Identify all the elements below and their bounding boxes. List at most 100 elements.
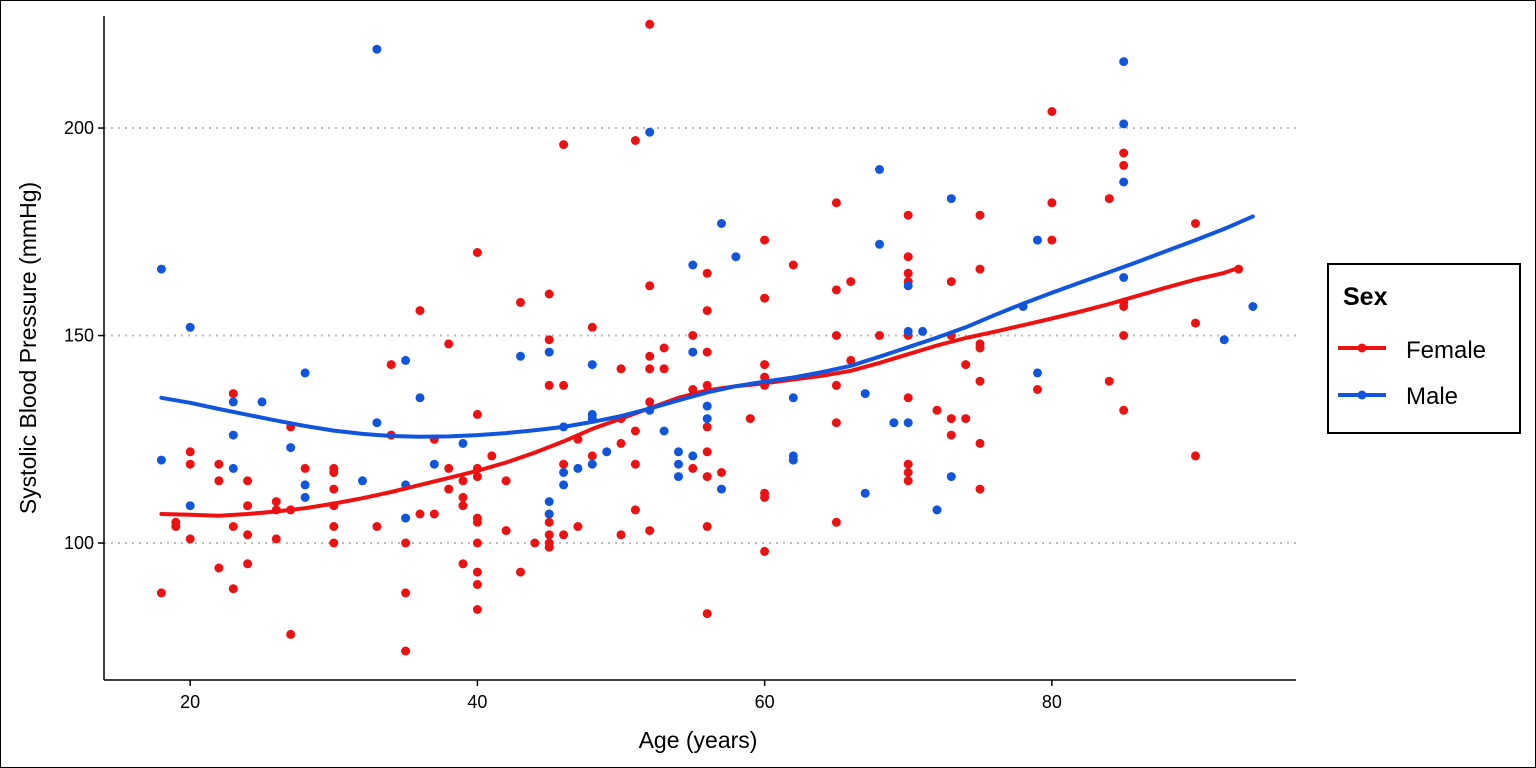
point-male-41 xyxy=(688,347,698,357)
point-female-159 xyxy=(1119,331,1129,340)
legend-label-female: Female xyxy=(1406,337,1486,364)
point-male-57 xyxy=(903,326,913,336)
point-male-19 xyxy=(429,459,439,469)
point-male-4 xyxy=(228,397,238,407)
point-male-12 xyxy=(358,476,367,486)
point-female-66 xyxy=(544,517,554,527)
smooth-lines xyxy=(159,214,1255,518)
point-female-33 xyxy=(401,588,411,598)
point-male-21 xyxy=(516,351,525,361)
point-female-80 xyxy=(616,438,626,448)
point-male-24 xyxy=(544,509,554,519)
point-female-104 xyxy=(702,522,712,531)
point-male-8 xyxy=(286,443,296,453)
point-male-3 xyxy=(185,501,195,511)
point-female-76 xyxy=(587,322,597,332)
legend-label-male: Male xyxy=(1406,383,1458,410)
point-female-106 xyxy=(717,468,726,477)
y-axis-title: Systolic Blood Pressure (mmHg) xyxy=(15,182,41,514)
legend-title: Sex xyxy=(1343,283,1388,311)
point-male-47 xyxy=(731,252,741,262)
point-female-41 xyxy=(444,484,454,494)
point-female-87 xyxy=(645,351,655,361)
point-female-46 xyxy=(472,248,482,257)
point-female-138 xyxy=(946,414,956,424)
point-male-29 xyxy=(587,360,597,370)
point-female-152 xyxy=(1047,235,1057,245)
point-female-108 xyxy=(760,235,770,245)
point-male-36 xyxy=(659,426,669,436)
point-female-81 xyxy=(616,530,626,540)
point-male-44 xyxy=(702,414,712,424)
point-female-6 xyxy=(214,459,224,469)
point-male-40 xyxy=(688,260,698,270)
point-male-55 xyxy=(889,418,899,428)
point-female-62 xyxy=(544,289,554,299)
point-female-120 xyxy=(831,380,841,390)
point-female-83 xyxy=(630,426,640,436)
point-female-96 xyxy=(688,463,698,473)
point-male-15 xyxy=(401,355,411,365)
point-male-11 xyxy=(300,492,310,502)
point-female-147 xyxy=(975,438,985,448)
point-female-15 xyxy=(243,559,253,569)
point-female-109 xyxy=(760,293,770,303)
point-male-59 xyxy=(918,326,928,336)
point-male-23 xyxy=(544,497,554,507)
tick-labels: 100 150 200 20 40 60 80 xyxy=(64,118,1062,712)
point-female-59 xyxy=(516,297,525,307)
point-female-131 xyxy=(903,393,913,403)
point-male-18 xyxy=(415,393,425,403)
point-female-14 xyxy=(243,530,253,540)
x-tick-label-80: 80 xyxy=(1042,692,1062,712)
point-male-70 xyxy=(1219,335,1229,345)
point-female-163 xyxy=(1191,451,1200,461)
point-female-127 xyxy=(903,252,913,262)
legend-key-male-dot xyxy=(1357,390,1367,400)
point-female-12 xyxy=(243,476,253,486)
point-female-154 xyxy=(1104,376,1114,386)
point-female-67 xyxy=(544,530,554,540)
legend-key-female-dot xyxy=(1357,343,1367,353)
point-female-13 xyxy=(243,501,253,511)
point-female-128 xyxy=(903,268,913,278)
point-female-69 xyxy=(544,542,554,552)
point-male-56 xyxy=(903,281,913,291)
point-female-75 xyxy=(573,522,583,531)
point-male-54 xyxy=(875,239,884,249)
point-female-116 xyxy=(788,260,798,270)
point-female-70 xyxy=(559,140,569,150)
point-female-44 xyxy=(458,501,468,511)
point-female-60 xyxy=(516,567,525,577)
x-tick-label-20: 20 xyxy=(180,692,200,712)
point-female-30 xyxy=(386,360,396,370)
point-female-3 xyxy=(185,447,195,457)
point-female-4 xyxy=(185,459,195,469)
y-tick-label-100: 100 xyxy=(64,533,94,553)
point-male-34 xyxy=(645,127,655,137)
point-female-103 xyxy=(702,472,712,482)
point-female-25 xyxy=(329,484,339,494)
point-male-46 xyxy=(717,484,726,494)
point-female-140 xyxy=(961,360,971,370)
point-male-45 xyxy=(717,219,726,228)
point-female-135 xyxy=(932,405,942,415)
point-male-42 xyxy=(688,451,698,461)
point-female-89 xyxy=(645,397,655,407)
point-male-38 xyxy=(674,459,683,469)
point-male-50 xyxy=(788,393,798,403)
point-female-92 xyxy=(659,343,669,353)
point-male-71 xyxy=(1248,302,1258,311)
point-female-21 xyxy=(286,629,296,639)
point-male-61 xyxy=(946,194,956,204)
point-female-54 xyxy=(472,580,482,589)
point-male-26 xyxy=(559,468,569,477)
point-female-49 xyxy=(472,472,482,482)
point-female-88 xyxy=(645,364,655,374)
point-female-117 xyxy=(831,198,841,208)
point-female-40 xyxy=(444,463,454,473)
point-female-61 xyxy=(530,538,540,548)
point-male-53 xyxy=(875,165,884,174)
point-female-93 xyxy=(659,364,669,374)
